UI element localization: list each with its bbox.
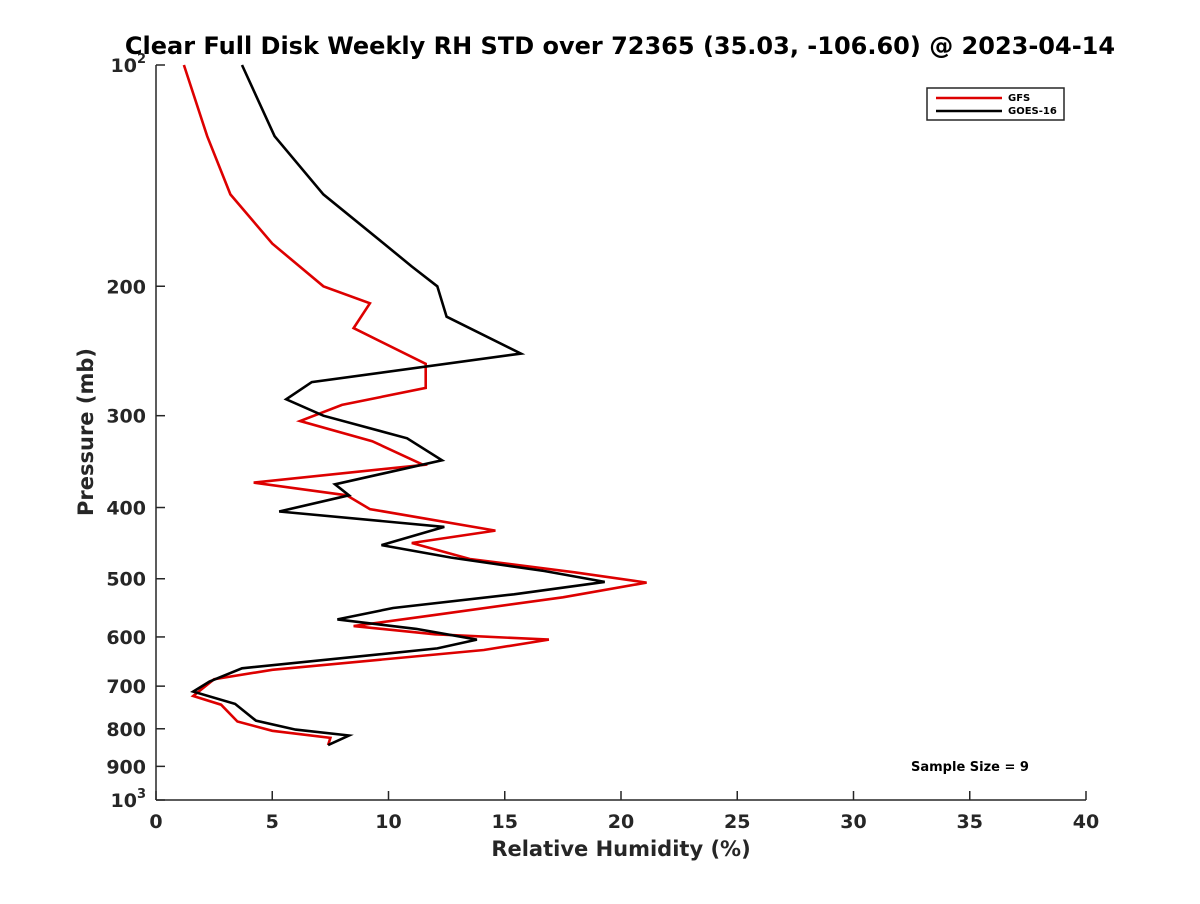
x-tick-label: 30 [840,811,866,833]
y-tick-label: 102 [111,52,147,77]
x-axis-label: Relative Humidity (%) [491,837,750,861]
x-tick-label: 20 [608,811,634,833]
x-tick-label: 35 [957,811,983,833]
chart-title: Clear Full Disk Weekly RH STD over 72365… [125,32,1115,60]
x-tick-label: 25 [724,811,750,833]
legend: GFS GOES-16 [926,87,1065,121]
y-ticks: 102 200 300 400 500 600 700 800 900 103 [106,52,165,812]
legend-label-goes16: GOES-16 [1008,106,1057,117]
y-tick-label: 300 [106,406,146,428]
x-tick-label: 40 [1073,811,1099,833]
series-layer [182,64,647,747]
x-tick-label: 15 [492,811,518,833]
y-tick-label: 700 [106,676,146,698]
x-tick-label: 5 [266,811,279,833]
series-line-goes16 [190,64,605,747]
y-tick-label: 500 [106,569,146,591]
y-tick-label: 600 [106,627,146,649]
legend-label-gfs: GFS [1008,93,1030,104]
x-tick-label: 0 [149,811,162,833]
y-tick-label: 400 [106,498,146,520]
y-tick-label: 800 [106,719,146,741]
y-tick-label: 103 [111,787,147,812]
x-ticks: 0 5 10 15 20 25 30 35 40 [149,791,1099,833]
x-tick-label: 10 [375,811,401,833]
series-line-gfs [182,64,647,746]
y-tick-label: 900 [106,756,146,778]
axes-layer [155,65,1086,801]
sample-size-annotation: Sample Size = 9 [911,760,1029,775]
legend-box [926,87,1065,121]
y-axis-label: Pressure (mb) [74,348,98,516]
y-tick-label: 200 [106,276,146,298]
